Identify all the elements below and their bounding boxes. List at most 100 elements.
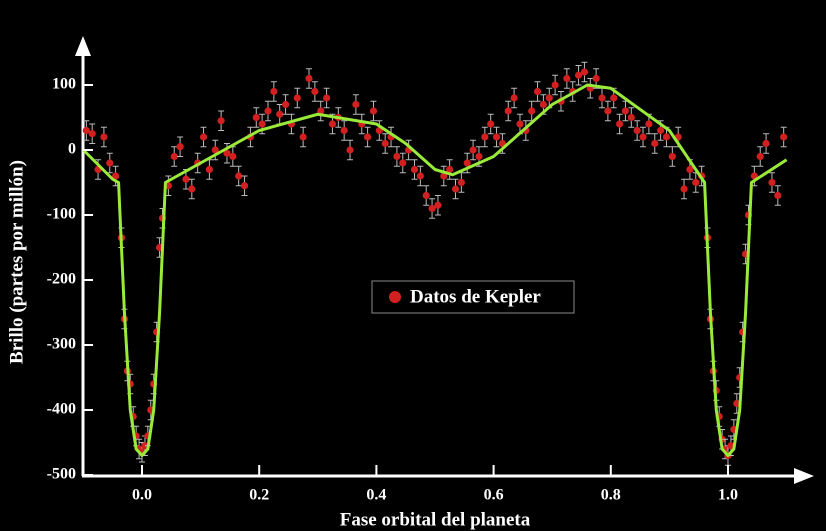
data-point xyxy=(410,165,419,174)
data-point xyxy=(451,185,460,193)
y-axis-label: Brillo (partes por millón) xyxy=(6,160,27,364)
data-point xyxy=(235,172,243,180)
y-tick-label: -500 xyxy=(47,466,76,483)
data-point xyxy=(545,94,553,102)
data-point xyxy=(112,172,120,180)
legend: Datos de Kepler xyxy=(371,280,575,314)
data-point xyxy=(668,152,676,161)
data-point xyxy=(610,94,618,102)
y-tick-label: 100 xyxy=(52,76,76,93)
data-point xyxy=(270,87,278,96)
y-tick-label: -400 xyxy=(47,401,76,418)
data-point xyxy=(434,201,442,209)
data-point xyxy=(487,120,495,128)
y-tick-label: -300 xyxy=(47,336,76,353)
data-point xyxy=(199,133,208,141)
data-point xyxy=(328,120,337,128)
data-point xyxy=(205,165,213,174)
data-point xyxy=(182,175,190,183)
data-point xyxy=(645,120,653,128)
data-point xyxy=(346,146,354,154)
data-point xyxy=(516,120,524,128)
data-point xyxy=(381,139,389,148)
data-point xyxy=(317,107,325,115)
y-tick-label: -200 xyxy=(47,271,76,288)
data-point xyxy=(662,133,671,141)
legend-box xyxy=(371,280,575,314)
x-tick-label: 0.8 xyxy=(601,487,621,504)
data-point xyxy=(240,182,249,190)
plot-area xyxy=(82,61,788,466)
y-axis-arrow xyxy=(75,36,91,56)
data-point xyxy=(264,107,272,115)
data-point xyxy=(598,94,606,102)
data-point xyxy=(551,81,559,89)
data-point xyxy=(446,165,454,174)
data-point xyxy=(633,126,641,135)
data-point xyxy=(188,185,196,193)
data-point xyxy=(88,130,96,138)
data-point xyxy=(627,113,635,122)
data-point xyxy=(428,204,436,213)
data-point xyxy=(539,100,548,109)
data-point xyxy=(457,178,465,187)
data-point xyxy=(657,126,665,135)
x-tick-label: 1.0 xyxy=(718,487,738,504)
data-point xyxy=(399,159,407,167)
data-point xyxy=(258,120,266,128)
data-point xyxy=(281,100,290,109)
x-axis-arrow xyxy=(794,468,814,484)
data-point xyxy=(574,71,583,79)
data-point xyxy=(492,133,501,141)
data-point xyxy=(621,107,630,115)
data-point xyxy=(440,172,448,180)
data-point xyxy=(416,172,424,180)
data-point xyxy=(651,139,659,148)
data-point xyxy=(340,126,348,135)
data-point xyxy=(768,178,776,187)
data-point xyxy=(510,94,518,102)
data-point xyxy=(422,191,430,200)
data-point xyxy=(100,133,108,141)
model-line xyxy=(82,83,788,457)
data-point xyxy=(475,152,483,161)
data-point xyxy=(686,165,694,174)
data-point xyxy=(369,107,378,115)
y-tick-label: 0 xyxy=(68,141,76,158)
legend-marker xyxy=(389,291,401,303)
y-tick-label: -100 xyxy=(47,206,76,223)
data-point xyxy=(615,120,624,128)
data-point xyxy=(563,74,571,83)
x-tick-label: 0.4 xyxy=(366,487,386,504)
data-point xyxy=(293,94,301,102)
data-point xyxy=(229,152,237,161)
data-point xyxy=(756,152,764,161)
data-point xyxy=(780,133,788,141)
data-point xyxy=(352,100,360,109)
data-point xyxy=(639,133,647,141)
data-point xyxy=(82,126,90,135)
data-point xyxy=(463,159,471,167)
data-point xyxy=(211,146,219,154)
data-point xyxy=(604,107,612,115)
x-axis-label: Fase orbital del planeta xyxy=(340,509,531,530)
legend-label: Datos de Kepler xyxy=(410,286,541,307)
data-point xyxy=(469,146,477,154)
x-tick-label: 0.0 xyxy=(132,487,152,504)
data-point xyxy=(680,185,688,193)
data-point xyxy=(276,110,284,118)
data-point xyxy=(106,159,114,167)
data-point xyxy=(217,117,225,125)
data-point xyxy=(580,68,589,76)
data-point xyxy=(592,74,600,83)
x-tick-label: 0.2 xyxy=(249,487,269,504)
data-point xyxy=(322,94,331,102)
data-point xyxy=(176,143,184,151)
data-point xyxy=(364,133,372,141)
data-point xyxy=(774,191,782,200)
data-point xyxy=(299,133,307,141)
data-point xyxy=(481,133,489,141)
data-point xyxy=(533,87,542,96)
data-point xyxy=(170,152,178,161)
